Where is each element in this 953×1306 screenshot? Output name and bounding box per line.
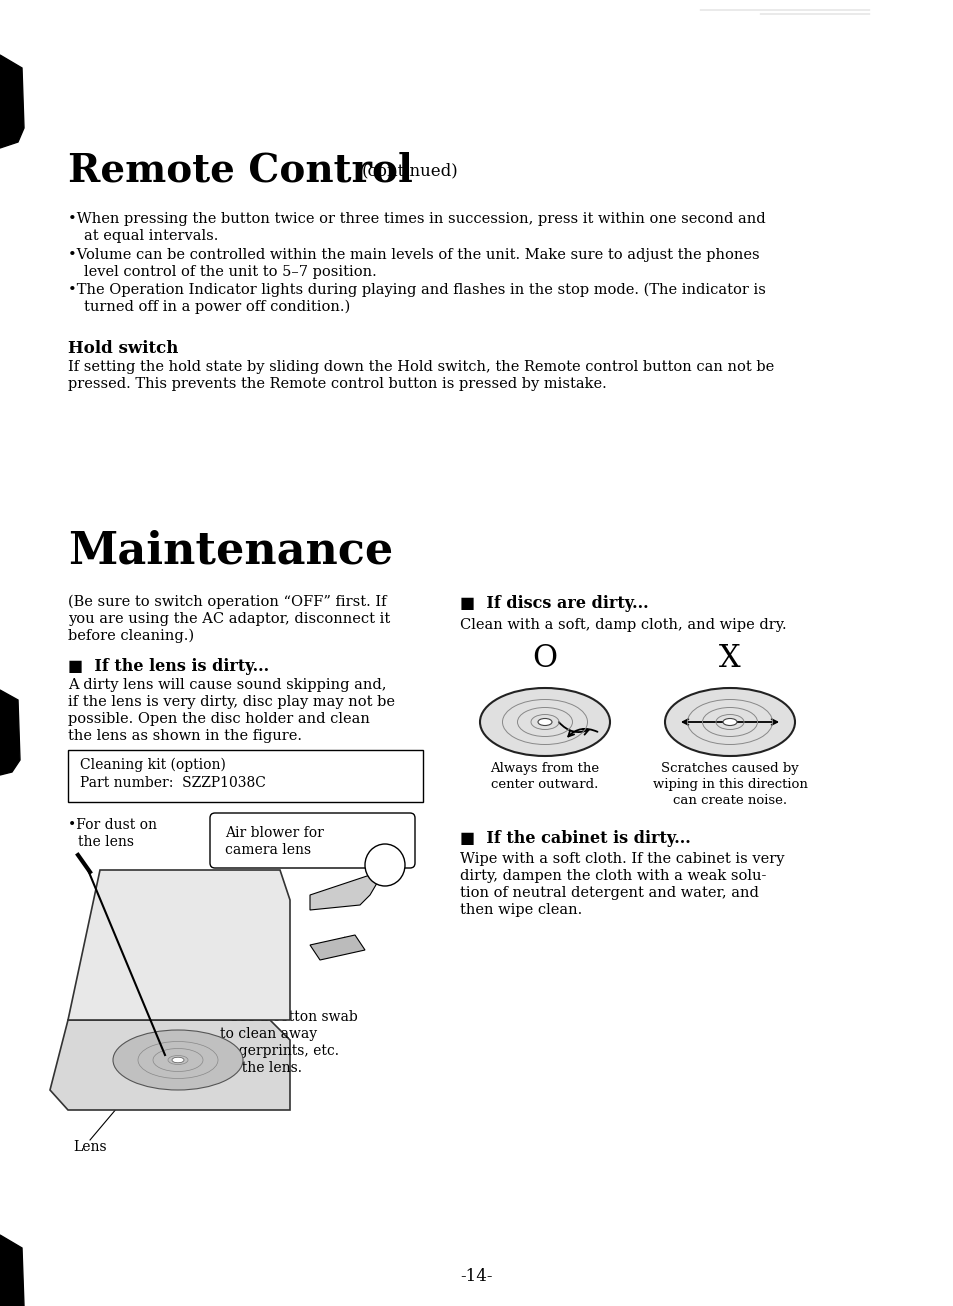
Text: •Volume can be controlled within the main levels of the unit. Make sure to adjus: •Volume can be controlled within the mai…	[68, 248, 759, 263]
Text: level control of the unit to 5–7 position.: level control of the unit to 5–7 positio…	[84, 265, 376, 279]
Ellipse shape	[479, 688, 609, 756]
Text: at equal intervals.: at equal intervals.	[84, 229, 218, 243]
Ellipse shape	[112, 1030, 243, 1091]
Ellipse shape	[172, 1058, 184, 1063]
Text: Remote Control: Remote Control	[68, 151, 413, 189]
Ellipse shape	[537, 718, 552, 726]
Text: Wipe with a soft cloth. If the cabinet is very: Wipe with a soft cloth. If the cabinet i…	[459, 852, 783, 866]
Text: A dirty lens will cause sound skipping and,: A dirty lens will cause sound skipping a…	[68, 678, 386, 692]
Text: the lens as shown in the figure.: the lens as shown in the figure.	[68, 729, 302, 743]
Text: ■  If the cabinet is dirty...: ■ If the cabinet is dirty...	[459, 831, 690, 848]
Text: ■  If the lens is dirty...: ■ If the lens is dirty...	[68, 658, 269, 675]
Text: If setting the hold state by sliding down the Hold switch, the Remote control bu: If setting the hold state by sliding dow…	[68, 360, 774, 374]
FancyBboxPatch shape	[68, 750, 422, 802]
Text: O: O	[532, 643, 557, 674]
Polygon shape	[0, 1235, 24, 1306]
Text: •For dust on: •For dust on	[68, 818, 157, 832]
Polygon shape	[310, 935, 365, 960]
Text: (continued): (continued)	[361, 162, 458, 179]
Text: Hold switch: Hold switch	[68, 340, 178, 357]
Text: before cleaning.): before cleaning.)	[68, 629, 193, 644]
Text: ■  If discs are dirty...: ■ If discs are dirty...	[459, 596, 648, 613]
Text: possible. Open the disc holder and clean: possible. Open the disc holder and clean	[68, 712, 370, 726]
Text: Scratches caused by: Scratches caused by	[660, 761, 798, 774]
Text: Clean with a soft, damp cloth, and wipe dry.: Clean with a soft, damp cloth, and wipe …	[459, 618, 786, 632]
Text: Always from the: Always from the	[490, 761, 598, 774]
Text: center outward.: center outward.	[491, 778, 598, 791]
Polygon shape	[0, 690, 20, 774]
Text: Part number:  SZZP1038C: Part number: SZZP1038C	[80, 776, 266, 790]
Text: to clean away: to clean away	[220, 1027, 316, 1041]
Polygon shape	[310, 875, 379, 910]
Text: on the lens.: on the lens.	[220, 1060, 302, 1075]
Polygon shape	[68, 870, 290, 1020]
Text: camera lens: camera lens	[225, 842, 311, 857]
Text: dirty, dampen the cloth with a weak solu-: dirty, dampen the cloth with a weak solu…	[459, 868, 765, 883]
Polygon shape	[50, 1020, 290, 1110]
Text: fingerprints, etc.: fingerprints, etc.	[220, 1043, 338, 1058]
Text: -14-: -14-	[460, 1268, 493, 1285]
Text: •When pressing the button twice or three times in succession, press it within on: •When pressing the button twice or three…	[68, 212, 765, 226]
Text: Cleaning kit (option): Cleaning kit (option)	[80, 757, 226, 772]
Text: then wipe clean.: then wipe clean.	[459, 902, 581, 917]
Text: Lens: Lens	[73, 1140, 107, 1155]
Ellipse shape	[664, 688, 794, 756]
Text: •Use a cotton swab: •Use a cotton swab	[220, 1010, 357, 1024]
Text: •The Operation Indicator lights during playing and flashes in the stop mode. (Th: •The Operation Indicator lights during p…	[68, 283, 765, 298]
Polygon shape	[0, 55, 24, 148]
Text: X: X	[719, 643, 740, 674]
Text: tion of neutral detergent and water, and: tion of neutral detergent and water, and	[459, 885, 758, 900]
Text: Maintenance: Maintenance	[68, 530, 393, 573]
FancyBboxPatch shape	[210, 814, 415, 868]
Ellipse shape	[365, 844, 405, 885]
Text: the lens: the lens	[78, 835, 133, 849]
Text: turned off in a power off condition.): turned off in a power off condition.)	[84, 300, 350, 315]
Text: if the lens is very dirty, disc play may not be: if the lens is very dirty, disc play may…	[68, 695, 395, 709]
Text: can create noise.: can create noise.	[672, 794, 786, 807]
Text: (Be sure to switch operation “OFF” first. If: (Be sure to switch operation “OFF” first…	[68, 596, 386, 610]
Text: you are using the AC adaptor, disconnect it: you are using the AC adaptor, disconnect…	[68, 613, 390, 626]
Text: Air blower for: Air blower for	[225, 825, 323, 840]
Text: pressed. This prevents the Remote control button is pressed by mistake.: pressed. This prevents the Remote contro…	[68, 377, 606, 390]
Ellipse shape	[722, 718, 737, 726]
Text: wiping in this direction: wiping in this direction	[652, 778, 806, 791]
